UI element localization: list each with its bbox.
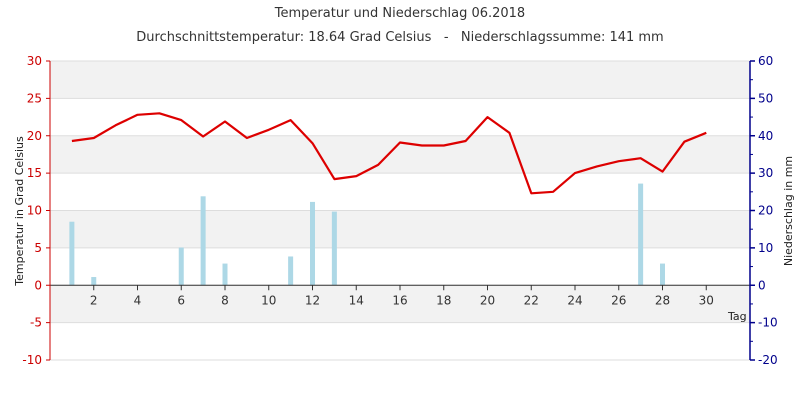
precipitation-bar [91, 277, 97, 286]
precipitation-bar [200, 196, 206, 286]
background-band [50, 285, 750, 323]
background-band [50, 135, 750, 174]
x-axis-label: Tag [727, 310, 747, 323]
chart-subtitle: Durchschnittstemperatur: 18.64 Grad Cels… [136, 30, 663, 45]
left-axis-tick-label: -10 [22, 353, 42, 367]
left-axis-tick-label: 5 [34, 241, 42, 255]
x-axis-tick-label: 14 [349, 293, 364, 307]
y-axis-label-right: Niederschlag in mm [782, 156, 795, 266]
x-axis-tick-label: 12 [305, 293, 320, 307]
x-axis-tick-label: 6 [177, 293, 185, 307]
x-axis-tick-label: 20 [480, 293, 495, 307]
x-axis-tick-label: 10 [261, 293, 276, 307]
right-axis-tick-label: -20 [758, 353, 778, 367]
x-axis-tick-label: 4 [134, 293, 142, 307]
right-axis-tick-label: 50 [758, 91, 773, 105]
chart-title: Temperatur und Niederschlag 06.2018 [274, 6, 525, 21]
y-axis-label-left: Temperatur in Grad Celsius [13, 136, 26, 287]
left-axis-tick-label: 20 [27, 129, 42, 143]
precipitation-bars [69, 183, 665, 286]
right-axis-tick-label: 20 [758, 204, 773, 218]
right-axis-tick-label: 60 [758, 54, 773, 68]
background-band [50, 98, 750, 136]
x-axis-tick-label: 24 [567, 293, 582, 307]
plot-background-bands [50, 61, 750, 360]
x-axis-tick-label: 8 [221, 293, 229, 307]
right-axis-tick-label: 0 [758, 278, 766, 292]
background-band [50, 322, 750, 360]
right-axis-tick-label: 30 [758, 166, 773, 180]
precipitation-bar [638, 183, 644, 286]
precipitation-bar [660, 263, 665, 286]
left-axis-tick-label: 0 [34, 278, 42, 292]
x-axis-tick-label: 30 [699, 293, 714, 307]
right-axis-tick-label: -10 [758, 316, 778, 330]
left-axis-tick-label: -5 [30, 316, 42, 330]
left-axis-tick-label: 10 [27, 204, 42, 218]
left-axis-tick-label: 25 [27, 91, 42, 105]
right-axis-tick-label: 10 [758, 241, 773, 255]
precipitation-bar [288, 256, 294, 286]
precipitation-bar [178, 247, 184, 286]
left-axis-tick-label: 30 [27, 54, 42, 68]
background-band [50, 247, 750, 286]
x-axis-tick-label: 18 [436, 293, 451, 307]
x-axis-tick-label: 22 [524, 293, 539, 307]
temperature-series-line [71, 112, 707, 195]
background-band [50, 210, 750, 248]
background-band [50, 61, 750, 99]
x-axis-tick-label: 2 [90, 293, 98, 307]
precipitation-bar [222, 263, 228, 286]
x-axis-tick-label: 28 [655, 293, 670, 307]
x-axis-tick-label: 26 [611, 293, 626, 307]
x-axis-tick-label: 16 [392, 293, 407, 307]
left-axis-tick-label: 15 [27, 166, 42, 180]
precipitation-bar [69, 221, 75, 286]
precipitation-bar [310, 201, 315, 286]
precipitation-bar [331, 211, 337, 286]
right-axis-tick-label: 40 [758, 129, 773, 143]
background-band [50, 173, 750, 211]
temperature-line [71, 112, 707, 195]
